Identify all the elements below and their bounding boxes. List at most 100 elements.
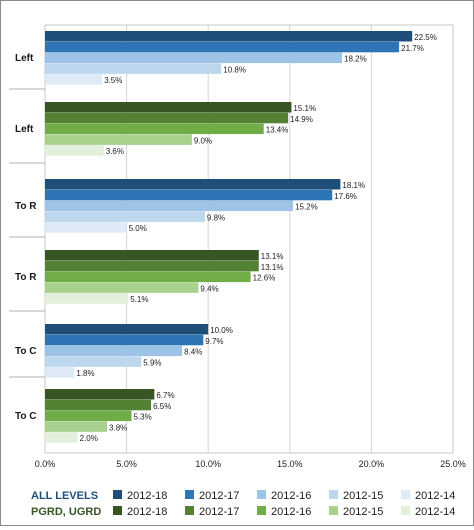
- data-label: 5.9%: [143, 358, 161, 367]
- bar: [45, 200, 294, 212]
- data-label: 17.6%: [334, 192, 357, 201]
- data-label: 13.1%: [261, 263, 284, 272]
- data-label: 5.1%: [130, 295, 148, 304]
- data-label: 10.0%: [210, 326, 233, 335]
- x-tick-label: 0.0%: [35, 459, 56, 469]
- bar: [45, 250, 259, 261]
- legend-label: 2012-14: [415, 490, 455, 502]
- category-label: To C: [15, 346, 36, 357]
- data-label: 18.2%: [344, 55, 367, 64]
- data-label: 21.7%: [401, 44, 424, 53]
- bar: [45, 134, 192, 145]
- data-label: 15.2%: [295, 203, 318, 212]
- data-label: 14.9%: [290, 115, 313, 124]
- legend: ALL LEVELS 2012-18 2012-17 2012-16 2012-15 20…: [31, 490, 455, 518]
- data-label: 5.0%: [129, 224, 147, 233]
- bar: [45, 334, 204, 346]
- legend-label: 2012-15: [343, 490, 383, 502]
- legend-label: 2012-16: [271, 506, 311, 518]
- legend-swatch: [185, 506, 194, 515]
- bar: [45, 282, 199, 293]
- bar: [45, 356, 142, 367]
- x-tick-label: 25.0%: [440, 459, 466, 469]
- data-label: 12.6%: [253, 274, 276, 283]
- bar: [45, 432, 78, 443]
- bar: [45, 41, 400, 53]
- bar: [45, 102, 292, 113]
- bar: [45, 31, 413, 42]
- data-label: 9.4%: [200, 284, 218, 293]
- bar: [45, 399, 152, 411]
- legend-swatch: [113, 506, 122, 515]
- legend-swatch: [329, 490, 338, 499]
- gridlines: [44, 24, 454, 454]
- bar: [45, 271, 251, 283]
- data-label: 3.6%: [106, 147, 124, 156]
- bar: [45, 389, 155, 400]
- bar: [45, 63, 222, 74]
- legend-swatch: [113, 490, 122, 499]
- bar: [45, 324, 209, 335]
- bar: [45, 189, 333, 201]
- data-label: 13.1%: [261, 252, 284, 261]
- bar: [45, 222, 127, 233]
- data-label: 18.1%: [342, 181, 365, 190]
- plot-area: [44, 24, 454, 454]
- data-label: 9.0%: [194, 136, 212, 145]
- x-axis: 0.0% 5.0% 10.0% 15.0% 20.0% 25.0%: [35, 459, 466, 469]
- bar: [45, 211, 205, 222]
- data-label: 1.8%: [76, 369, 94, 378]
- legend-label: 2012-17: [199, 506, 239, 518]
- category-label: To R: [15, 201, 37, 212]
- category-label: Left: [15, 124, 34, 135]
- bar: [45, 421, 108, 432]
- data-label: 8.4%: [184, 348, 202, 357]
- data-label: 15.1%: [293, 104, 316, 113]
- legend-label: 2012-15: [343, 506, 383, 518]
- bar: [45, 260, 259, 272]
- category-label: Left: [15, 53, 34, 64]
- data-label: 13.4%: [266, 126, 289, 135]
- x-tick-label: 15.0%: [277, 459, 303, 469]
- legend-title: ALL LEVELS: [31, 490, 98, 502]
- bar: [45, 293, 129, 304]
- legend-title: PGRD, UGRD: [31, 506, 101, 518]
- bar: [45, 123, 264, 135]
- category-label: To C: [15, 411, 36, 422]
- legend-swatch: [257, 490, 266, 499]
- data-label: 22.5%: [414, 33, 437, 42]
- bar: [45, 74, 103, 85]
- legend-swatch: [329, 506, 338, 515]
- bar: [45, 410, 132, 422]
- category-label: To R: [15, 272, 37, 283]
- bar: [45, 145, 104, 156]
- data-label: 5.3%: [133, 413, 151, 422]
- data-label: 2.0%: [80, 434, 98, 443]
- legend-swatch: [401, 506, 410, 515]
- legend-label: 2012-18: [127, 506, 167, 518]
- bar: [45, 367, 75, 378]
- bars: Left 22.5% 21.7% 18.2% 10.8% 3.5% Left 15.1% 14.…: [15, 31, 437, 443]
- legend-label: 2012-17: [199, 490, 239, 502]
- bar: [45, 179, 341, 190]
- legend-swatch: [401, 490, 410, 499]
- bar: [45, 112, 289, 124]
- x-tick-label: 20.0%: [359, 459, 385, 469]
- data-label: 9.7%: [205, 337, 223, 346]
- legend-swatch: [185, 490, 194, 499]
- group-bands: [9, 88, 45, 378]
- data-label: 3.8%: [109, 423, 127, 432]
- data-label: 6.5%: [153, 402, 171, 411]
- data-label: 9.8%: [207, 213, 225, 222]
- data-label: 6.7%: [156, 391, 174, 400]
- legend-label: 2012-14: [415, 506, 455, 518]
- x-tick-label: 10.0%: [195, 459, 221, 469]
- legend-label: 2012-16: [271, 490, 311, 502]
- bar: [45, 52, 343, 64]
- data-label: 10.8%: [223, 65, 246, 74]
- bar: [45, 345, 183, 357]
- x-tick-label: 5.0%: [116, 459, 137, 469]
- legend-label: 2012-18: [127, 490, 167, 502]
